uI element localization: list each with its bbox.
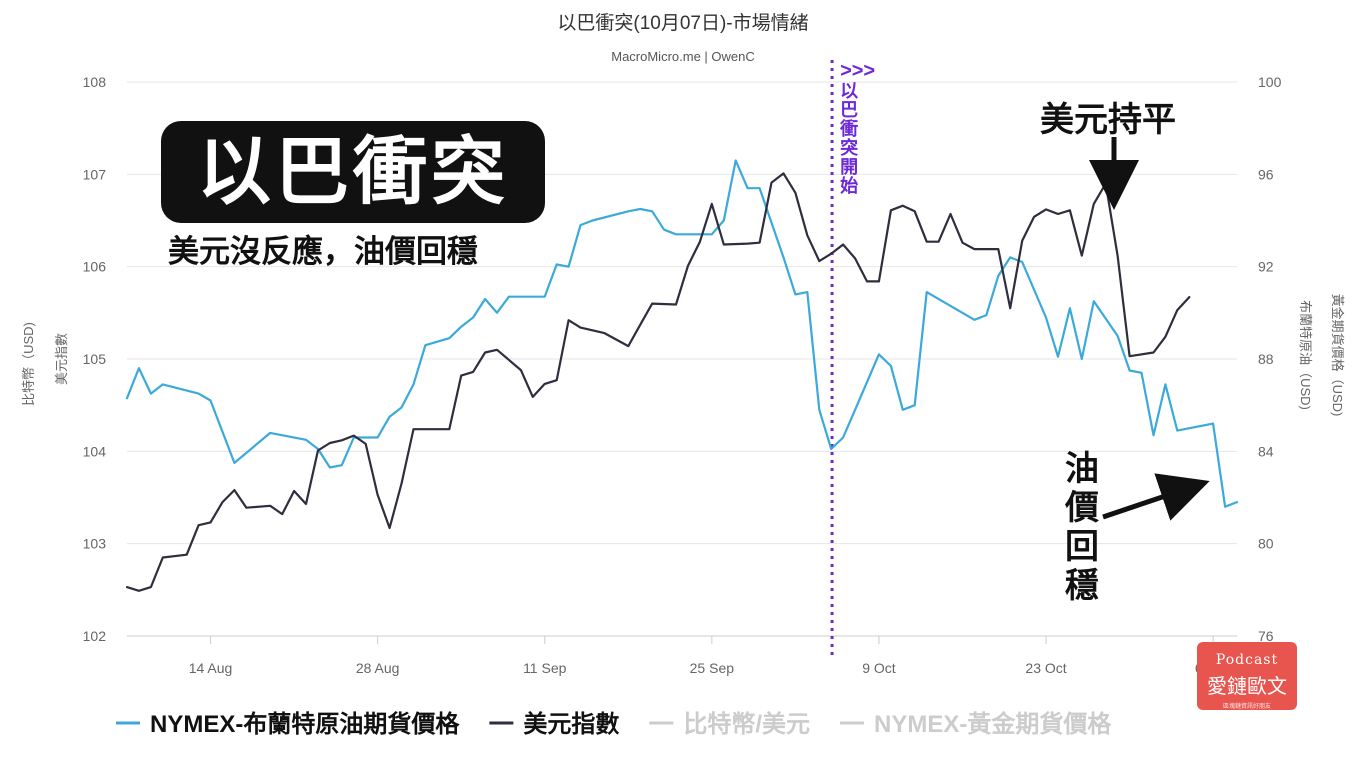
- event-label-char: 突: [840, 137, 858, 158]
- legend-item[interactable]: NYMEX-布蘭特原油期貨價格: [116, 710, 460, 738]
- legend-item[interactable]: 比特幣/美元: [649, 710, 810, 738]
- event-label-char: 衝: [839, 118, 858, 139]
- legend-label: NYMEX-黃金期貨價格: [874, 710, 1112, 738]
- legend-label: 比特幣/美元: [683, 710, 810, 738]
- headline-subcaption: 美元沒反應，油價回穩: [168, 234, 478, 270]
- event-label-char: 以: [840, 81, 858, 101]
- left-tick-label: 104: [83, 443, 107, 459]
- legend-label: 美元指數: [523, 710, 619, 738]
- right-tick-label: 84: [1258, 443, 1274, 459]
- x-tick-label: 28 Aug: [356, 660, 400, 676]
- x-tick-label: 14 Aug: [189, 660, 233, 676]
- left-tick-label: 108: [83, 74, 107, 90]
- oil-note-arrow: [1102, 473, 1210, 521]
- right-axis-title: 布蘭特原油（USD): [1298, 300, 1313, 410]
- right-outer-axis-title: 黃金期貨價格（USD): [1330, 294, 1345, 417]
- x-tick-label: 25 Sep: [690, 660, 735, 676]
- oil-note-char: 穩: [1065, 566, 1099, 606]
- usd-note: 美元持平: [1040, 100, 1176, 140]
- x-tick-label: 11 Sep: [523, 660, 567, 676]
- badge-line3: 區塊鏈資訊好朋友: [1222, 703, 1271, 710]
- event-label-char: 巴: [840, 100, 858, 120]
- left-axis-ticks: 102 103 104 105 106 107 108: [83, 74, 107, 644]
- podcast-badge: Podcast 愛鏈歐文 區塊鏈資訊好朋友: [1197, 642, 1297, 710]
- left-tick-label: 106: [83, 259, 107, 275]
- oil-note-char: 價: [1065, 488, 1099, 528]
- oil-note-char: 回: [1065, 527, 1099, 567]
- series-line-brent-oil: [125, 159, 1239, 508]
- right-tick-label: 80: [1258, 536, 1274, 552]
- chart-title: 以巴衝突(10月07日)-市場情緒: [557, 12, 808, 34]
- event-label-char: 開: [840, 157, 858, 177]
- left-tick-label: 105: [83, 351, 107, 367]
- event-label-char: 始: [840, 175, 858, 196]
- badge-line2: 愛鏈歐文: [1207, 674, 1287, 698]
- event-arrows: >>>: [840, 60, 875, 82]
- right-tick-label: 96: [1258, 166, 1274, 182]
- left-outer-axis-title: 比特幣（USD): [21, 322, 36, 406]
- x-tick-label: 9 Oct: [862, 660, 896, 676]
- left-tick-label: 103: [83, 536, 107, 552]
- chart-subtitle: MacroMicro.me | OwenC: [611, 49, 755, 64]
- series-line-usd-index: [125, 172, 1191, 592]
- series-layer: [125, 159, 1239, 592]
- oil-note-char: 油: [1065, 449, 1099, 489]
- right-axis-ticks: 76 80 84 88 92 96 100: [1258, 74, 1282, 644]
- legend-label: NYMEX-布蘭特原油期貨價格: [150, 710, 460, 738]
- right-tick-label: 100: [1258, 74, 1282, 90]
- right-tick-label: 92: [1258, 259, 1274, 275]
- left-tick-label: 107: [83, 166, 107, 182]
- oil-note: 油 價 回 穩: [1062, 450, 1102, 606]
- left-axis-title: 美元指數: [54, 333, 69, 385]
- x-tick-label: 23 Oct: [1025, 660, 1066, 676]
- legend-item[interactable]: 美元指數: [489, 710, 619, 738]
- legend-item[interactable]: NYMEX-黃金期貨價格: [840, 710, 1112, 738]
- left-tick-label: 102: [83, 628, 107, 644]
- headline-text: 以巴衝突: [197, 129, 509, 215]
- badge-line1: Podcast: [1215, 652, 1279, 668]
- legend[interactable]: NYMEX-布蘭特原油期貨價格 美元指數 比特幣/美元 NYMEX-黃金期貨價格: [116, 710, 1112, 738]
- right-tick-label: 76: [1258, 628, 1274, 644]
- headline-box: [161, 121, 545, 223]
- right-tick-label: 88: [1258, 351, 1274, 367]
